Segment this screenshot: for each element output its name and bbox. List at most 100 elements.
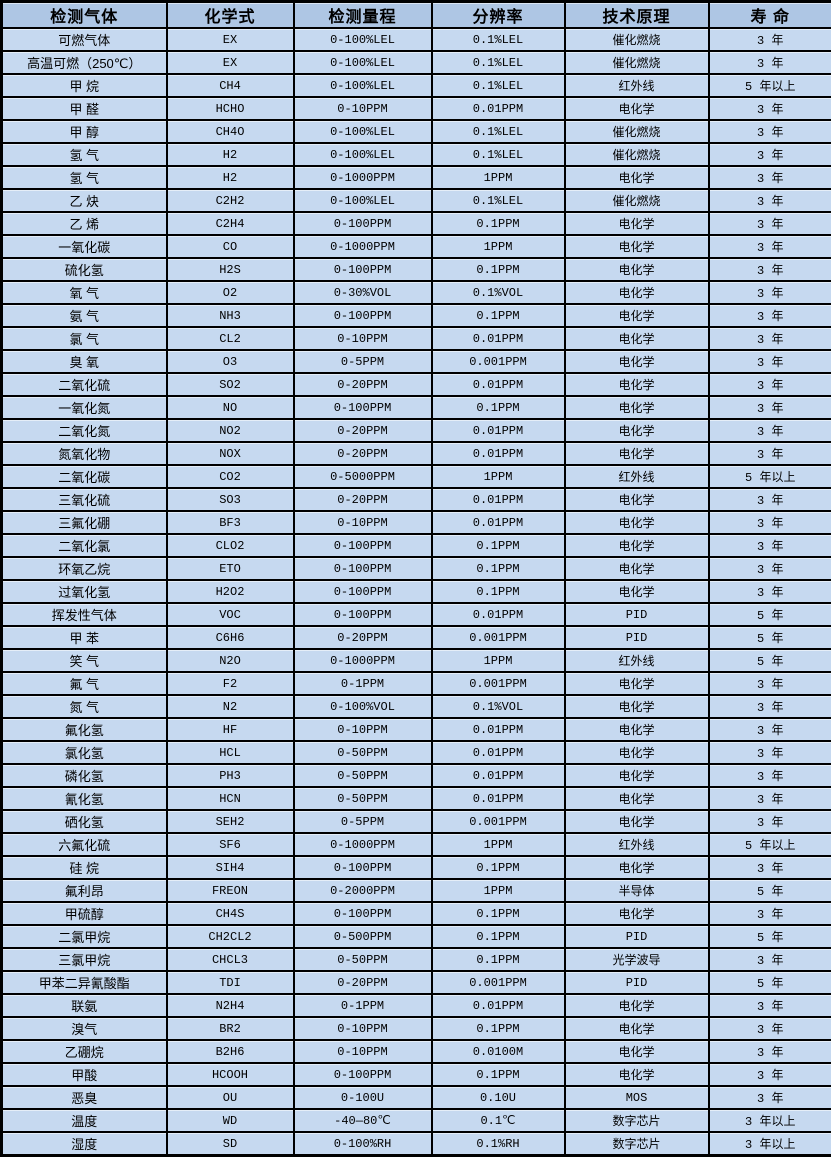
detection-range-cell: 0-1000PPM xyxy=(294,235,432,258)
detection-range-cell: 0-5PPM xyxy=(294,810,432,833)
chemical-formula-cell: C6H6 xyxy=(167,626,294,649)
chemical-formula-cell: CH4O xyxy=(167,120,294,143)
lifespan-cell: 5 年 xyxy=(709,971,831,994)
detection-range-cell: 0-100PPM xyxy=(294,396,432,419)
detection-range-cell: 0-100PPM xyxy=(294,304,432,327)
chemical-formula-cell: F2 xyxy=(167,672,294,695)
chemical-formula-cell: NOX xyxy=(167,442,294,465)
chemical-formula-cell: H2O2 xyxy=(167,580,294,603)
technology-cell: 红外线 xyxy=(565,465,709,488)
chemical-formula-cell: HCHO xyxy=(167,97,294,120)
detection-range-cell: 0-100PPM xyxy=(294,603,432,626)
technology-cell: 电化学 xyxy=(565,235,709,258)
detection-range-cell: 0-100PPM xyxy=(294,534,432,557)
gas-name-cell: 氧 气 xyxy=(2,281,167,304)
chemical-formula-cell: SD xyxy=(167,1132,294,1156)
technology-cell: 电化学 xyxy=(565,856,709,879)
gas-name-cell: 三氧化硫 xyxy=(2,488,167,511)
detection-range-cell: 0-1PPM xyxy=(294,994,432,1017)
column-header-detection-range: 检测量程 xyxy=(294,2,432,29)
technology-cell: PID xyxy=(565,971,709,994)
detection-range-cell: 0-1PPM xyxy=(294,672,432,695)
technology-cell: 催化燃烧 xyxy=(565,120,709,143)
gas-name-cell: 氮氧化物 xyxy=(2,442,167,465)
gas-name-cell: 湿度 xyxy=(2,1132,167,1156)
lifespan-cell: 3 年 xyxy=(709,1017,831,1040)
column-header-chemical-formula: 化学式 xyxy=(167,2,294,29)
technology-cell: 电化学 xyxy=(565,281,709,304)
resolution-cell: 1PPM xyxy=(432,833,565,856)
gas-name-cell: 氟利昂 xyxy=(2,879,167,902)
resolution-cell: 0.1%VOL xyxy=(432,695,565,718)
technology-cell: PID xyxy=(565,925,709,948)
technology-cell: 红外线 xyxy=(565,649,709,672)
chemical-formula-cell: SEH2 xyxy=(167,810,294,833)
gas-name-cell: 笑 气 xyxy=(2,649,167,672)
resolution-cell: 0.01PPM xyxy=(432,373,565,396)
gas-name-cell: 甲硫醇 xyxy=(2,902,167,925)
technology-cell: PID xyxy=(565,626,709,649)
chemical-formula-cell: NO xyxy=(167,396,294,419)
chemical-formula-cell: SF6 xyxy=(167,833,294,856)
technology-cell: 数字芯片 xyxy=(565,1132,709,1156)
resolution-cell: 0.01PPM xyxy=(432,511,565,534)
lifespan-cell: 3 年 xyxy=(709,764,831,787)
lifespan-cell: 3 年 xyxy=(709,948,831,971)
gas-name-cell: 挥发性气体 xyxy=(2,603,167,626)
chemical-formula-cell: HCN xyxy=(167,787,294,810)
detection-range-cell: 0-100%LEL xyxy=(294,74,432,97)
gas-name-cell: 乙 烯 xyxy=(2,212,167,235)
resolution-cell: 0.1%VOL xyxy=(432,281,565,304)
chemical-formula-cell: N2 xyxy=(167,695,294,718)
technology-cell: 电化学 xyxy=(565,534,709,557)
technology-cell: 电化学 xyxy=(565,304,709,327)
technology-cell: 电化学 xyxy=(565,718,709,741)
detection-range-cell: 0-1000PPM xyxy=(294,833,432,856)
resolution-cell: 0.001PPM xyxy=(432,971,565,994)
technology-cell: 电化学 xyxy=(565,557,709,580)
detection-range-cell: 0-100U xyxy=(294,1086,432,1109)
chemical-formula-cell: OU xyxy=(167,1086,294,1109)
chemical-formula-cell: NO2 xyxy=(167,419,294,442)
detection-range-cell: 0-100%LEL xyxy=(294,28,432,51)
gas-name-cell: 乙 炔 xyxy=(2,189,167,212)
column-header-gas-name: 检测气体 xyxy=(2,2,167,29)
detection-range-cell: 0-100%RH xyxy=(294,1132,432,1156)
gas-name-cell: 二氧化硫 xyxy=(2,373,167,396)
lifespan-cell: 5 年 xyxy=(709,925,831,948)
lifespan-cell: 5 年以上 xyxy=(709,74,831,97)
resolution-cell: 0.10U xyxy=(432,1086,565,1109)
lifespan-cell: 3 年 xyxy=(709,488,831,511)
technology-cell: 电化学 xyxy=(565,1040,709,1063)
gas-name-cell: 氨 气 xyxy=(2,304,167,327)
resolution-cell: 0.1PPM xyxy=(432,925,565,948)
chemical-formula-cell: CL2 xyxy=(167,327,294,350)
gas-name-cell: 二氧化氯 xyxy=(2,534,167,557)
technology-cell: 电化学 xyxy=(565,902,709,925)
gas-name-cell: 氯 气 xyxy=(2,327,167,350)
chemical-formula-cell: SIH4 xyxy=(167,856,294,879)
detection-range-cell: 0-50PPM xyxy=(294,764,432,787)
resolution-cell: 1PPM xyxy=(432,649,565,672)
resolution-cell: 0.1PPM xyxy=(432,902,565,925)
technology-cell: 电化学 xyxy=(565,166,709,189)
column-header-lifespan: 寿 命 xyxy=(709,2,831,29)
lifespan-cell: 3 年 xyxy=(709,718,831,741)
lifespan-cell: 3 年 xyxy=(709,741,831,764)
resolution-cell: 0.0100M xyxy=(432,1040,565,1063)
detection-range-cell: 0-100PPM xyxy=(294,557,432,580)
